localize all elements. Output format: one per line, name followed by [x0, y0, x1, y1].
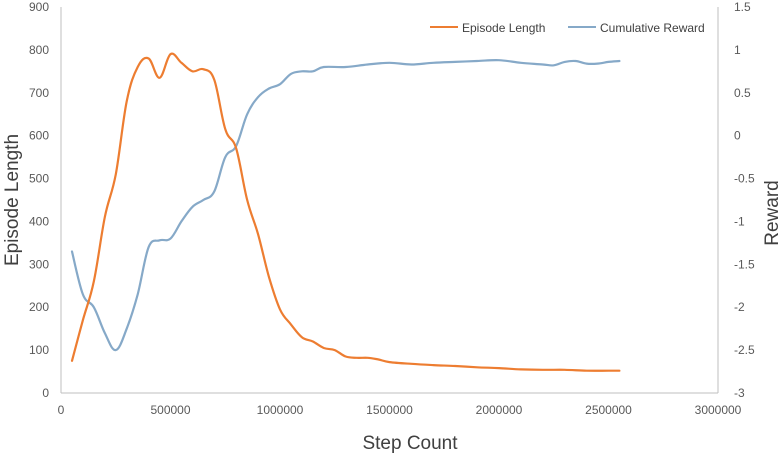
axes: [60, 7, 719, 394]
y-right-tick-label: -0.5: [734, 172, 755, 186]
y-right-tick-label: 0.5: [734, 86, 751, 100]
y-left-tick-label: 200: [29, 300, 49, 314]
x-tick-label: 2500000: [585, 403, 632, 417]
legend-label-episode-length: Episode Length: [462, 21, 545, 35]
y-right-axis-title: Reward: [762, 180, 782, 245]
y-left-tick-label: 400: [29, 214, 49, 228]
y-left-tick-label: 800: [29, 43, 49, 57]
y-left-tick-label: 700: [29, 86, 49, 100]
y-right-tick-label: 0: [734, 129, 741, 143]
series-line-episode-length: [70, 52, 621, 372]
y-right-tick-label: -2.5: [734, 343, 755, 357]
x-tick-label: 1000000: [257, 403, 304, 417]
x-tick-label: 500000: [150, 403, 190, 417]
x-tick-label: 2000000: [476, 403, 523, 417]
x-tick-label: 3000000: [695, 403, 742, 417]
legend: Episode Length Cumulative Reward: [430, 21, 705, 35]
y-right-tick-label: -1: [734, 214, 745, 228]
y-left-tick-label: 300: [29, 257, 49, 271]
y-right-tick-label: -3: [734, 386, 745, 400]
y-left-tick-labels: 0 100 200 300 400 500 600 700 800 900: [29, 0, 49, 400]
x-axis-title: Step Count: [362, 433, 458, 454]
y-left-tick-label: 600: [29, 129, 49, 143]
y-right-tick-labels: -3 -2.5 -2 -1.5 -1 -0.5 0 0.5 1 1.5: [734, 0, 755, 400]
y-right-tick-label: -2: [734, 300, 745, 314]
y-right-tick-label: -1.5: [734, 257, 755, 271]
legend-label-cumulative-reward: Cumulative Reward: [600, 21, 705, 35]
y-left-tick-label: 900: [29, 0, 49, 14]
x-tick-label: 1500000: [366, 403, 413, 417]
y-right-tick-label: 1: [734, 43, 741, 57]
y-left-axis-title: Episode Length: [2, 134, 23, 266]
x-tick-labels: 0 500000 1000000 1500000 2000000 2500000 30000…: [58, 403, 742, 417]
y-left-tick-label: 0: [42, 386, 49, 400]
y-right-tick-label: 1.5: [734, 0, 751, 14]
x-tick-label: 0: [58, 403, 65, 417]
y-left-tick-label: 100: [29, 343, 49, 357]
y-left-tick-label: 500: [29, 172, 49, 186]
series-line-cumulative-reward: [70, 59, 621, 352]
series-lines: [70, 52, 621, 372]
